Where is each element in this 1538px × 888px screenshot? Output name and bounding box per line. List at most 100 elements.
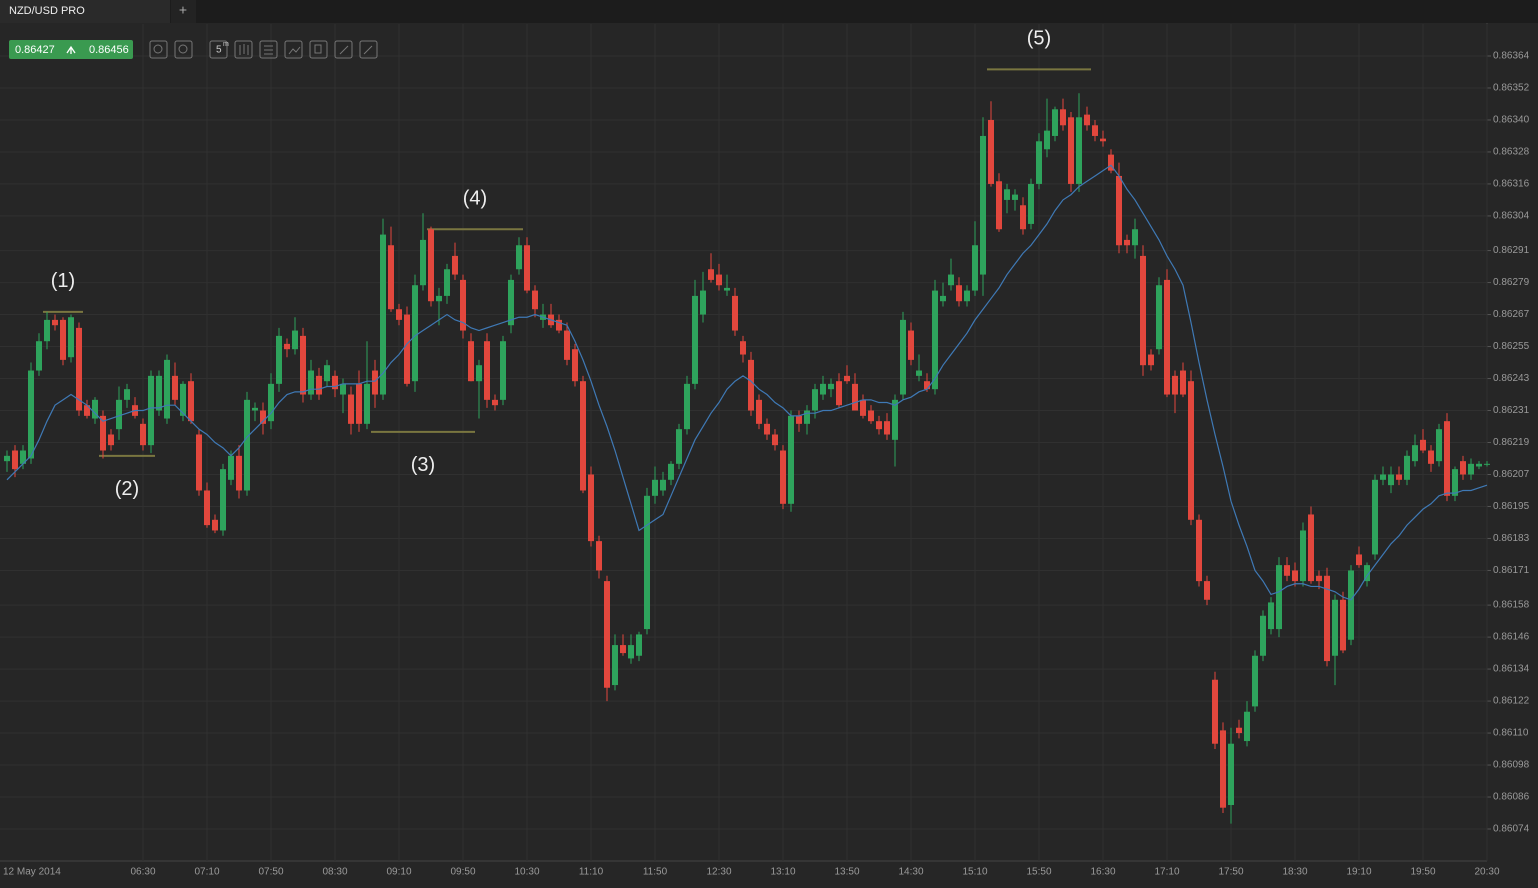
candle-body [700,290,706,315]
candle-body [972,245,978,291]
candle-body [764,423,770,435]
candle-body [1372,479,1378,555]
candle-body [284,343,290,350]
candle-body [1292,570,1298,582]
y-tick-label: 0.86243 [1493,373,1530,384]
candle-body [1116,175,1122,246]
candle-body [92,399,98,419]
copy[interactable] [309,40,328,59]
candle-body [956,285,962,302]
candle-body [924,381,930,390]
candle-body [860,399,866,416]
bid-price: 0.86427 [15,44,55,56]
candle-body [1092,125,1098,136]
candle-body [444,269,450,296]
candle-body [1252,655,1258,707]
candle-body [148,375,154,446]
settings[interactable] [259,40,278,59]
candle-body [220,469,226,531]
candle-body [940,295,946,302]
candle-body [588,474,594,542]
chart-type[interactable] [234,40,253,59]
candle-body [156,375,162,411]
candle-body [796,415,802,424]
candle-body [1236,727,1242,734]
x-tick-label: 11:10 [579,867,604,878]
candle-body [612,645,618,686]
candle-body [396,309,402,320]
candle-body [1356,554,1362,566]
candle-body [1444,421,1450,496]
candle-body [868,410,874,422]
indicators[interactable] [284,40,303,59]
x-tick-label: 08:30 [322,867,347,878]
candle-body [996,181,1002,230]
x-tick-label: 14:30 [898,867,923,878]
candle-body [1172,375,1178,395]
new-tab-button[interactable] [171,0,196,23]
annotation-label: (3) [411,454,435,476]
zoom-in[interactable] [174,40,193,59]
interval-value: 5 [216,45,222,56]
tab[interactable] [0,0,170,23]
y-tick-label: 0.86074 [1493,824,1530,835]
tab-bar [0,0,1538,23]
candle-body [1276,565,1282,630]
annotation-label: (4) [463,188,487,210]
candle-body [484,341,490,400]
candle-body [260,410,266,424]
candle-body [556,319,562,331]
zoom-out[interactable] [149,40,168,59]
candle-body [1316,575,1322,582]
candle-body [1364,565,1370,582]
edit[interactable] [334,40,353,59]
candle-body [268,383,274,422]
draw[interactable] [359,40,378,59]
candle-body [964,290,970,302]
y-tick-label: 0.86304 [1493,211,1530,222]
candle-body [164,359,170,419]
candle-body [476,365,482,382]
candle-body [508,279,514,326]
candle-body [340,383,346,395]
candle-body [76,327,82,411]
candle-body [100,415,106,451]
candle-body [1428,450,1434,464]
candle-body [1068,117,1074,184]
candle-body [316,375,322,395]
candle-body [1140,255,1146,366]
candle-body [876,421,882,430]
candle-body [620,645,626,654]
candle-body [436,295,442,302]
x-tick-label: 10:30 [514,867,539,878]
candle-body [916,370,922,376]
x-tick-label: 12:30 [706,867,731,878]
candle-body [636,634,642,656]
x-tick-label: 19:50 [1410,867,1435,878]
interval-button[interactable] [209,40,228,59]
candle-body [468,341,474,382]
y-tick-label: 0.86207 [1493,469,1530,480]
candle-body [1124,239,1130,246]
candle-body [188,381,194,422]
annotation-label: (2) [115,478,139,500]
candle-body [20,450,26,464]
candle-body [1012,194,1018,200]
annotation-label: (5) [1027,28,1051,50]
candle-body [1108,154,1114,171]
candle-body [324,365,330,382]
candle-body [988,119,994,184]
candle-body [348,394,354,424]
candle-body [756,399,762,424]
x-tick-label: 13:50 [834,867,859,878]
candle-body [1484,463,1490,465]
candle-body [44,319,50,342]
candle-body [780,450,786,504]
candle-body [404,314,410,384]
candle-body [532,290,538,310]
candle-body [60,319,66,360]
x-tick-label: 17:50 [1218,867,1243,878]
candle-body [1452,469,1458,496]
y-tick-label: 0.86195 [1493,501,1530,512]
